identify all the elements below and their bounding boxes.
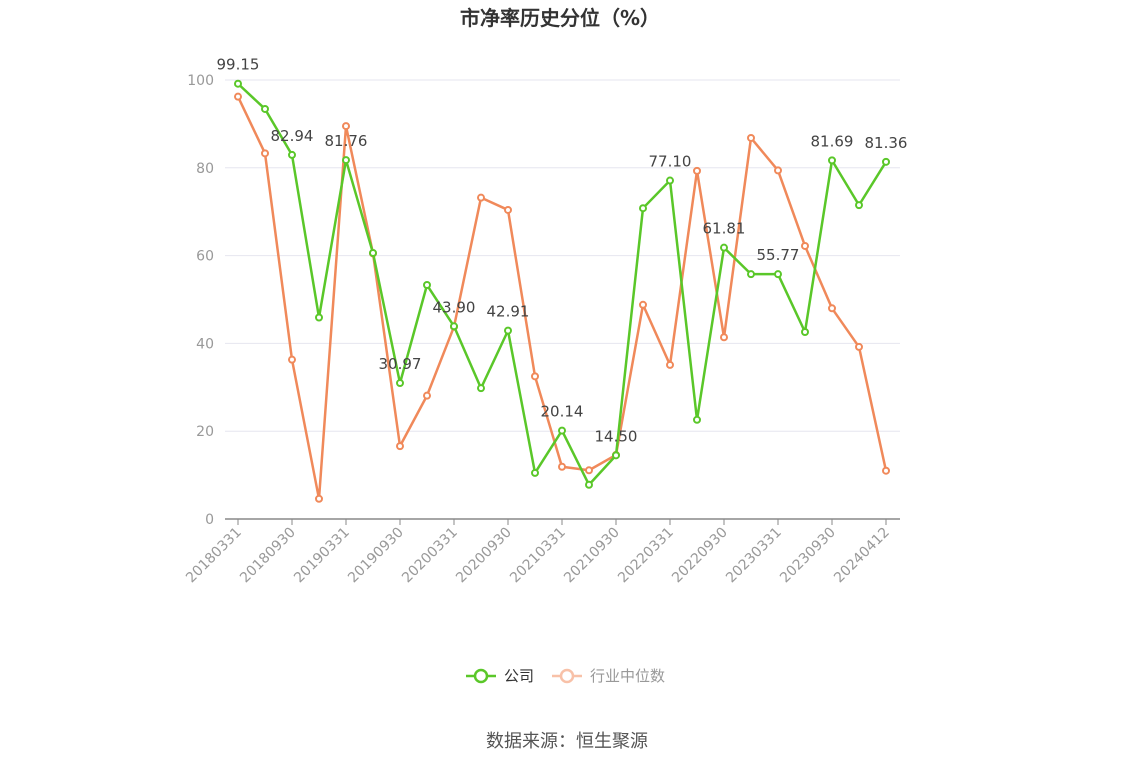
data-point [315, 313, 323, 322]
data-point [720, 243, 728, 252]
data-label: 43.90 [433, 298, 476, 316]
data-point [504, 205, 512, 214]
data-point [261, 104, 269, 113]
data-label: 14.50 [595, 427, 638, 445]
data-point [477, 384, 485, 393]
data-label: 77.10 [649, 153, 692, 171]
x-tick-label: 20220331 [615, 525, 677, 587]
data-point [504, 326, 512, 335]
data-point [450, 322, 458, 331]
data-point [234, 79, 242, 88]
data-labels: 99.15 82.94 81.76 30.97 43.90 42.91 20.14 14.50… [217, 56, 908, 446]
y-tick-label: 20 [196, 424, 214, 440]
data-point [477, 193, 485, 202]
data-point [882, 157, 890, 166]
data-point [288, 355, 296, 364]
axes: 0 20 40 60 80 100 2018033120180930201903312019… [183, 73, 900, 586]
data-point [693, 166, 701, 175]
data-point [288, 150, 296, 159]
data-point [693, 415, 701, 424]
x-tick-label: 20210331 [507, 525, 569, 587]
data-label: 20.14 [541, 403, 584, 421]
data-point [585, 480, 593, 489]
x-tick-label: 20190331 [291, 525, 353, 587]
legend-item-0[interactable]: 公司 [466, 667, 534, 685]
y-tick-label: 40 [196, 336, 214, 352]
data-point [531, 468, 539, 477]
data-point [747, 133, 755, 142]
x-tick-label: 20210930 [561, 525, 623, 587]
data-label: 55.77 [757, 246, 800, 264]
data-point [828, 156, 836, 165]
x-tick-label: 20180930 [237, 525, 299, 587]
x-tick-label: 20200930 [453, 525, 515, 587]
x-tick-label: 20240412 [831, 525, 893, 587]
data-label: 81.76 [325, 132, 368, 150]
data-point [558, 462, 566, 471]
data-point [531, 372, 539, 381]
x-tick-label: 20200331 [399, 525, 461, 587]
series-lines [234, 79, 890, 503]
legend-marker-icon [559, 668, 575, 684]
data-point [855, 342, 863, 351]
y-tick-label: 60 [196, 249, 214, 265]
data-point [801, 241, 809, 250]
data-point [396, 442, 404, 451]
data-label: 81.36 [865, 134, 908, 152]
x-tick-label: 20230930 [777, 525, 839, 587]
data-point [612, 451, 620, 460]
data-label: 81.69 [811, 132, 854, 150]
data-point [639, 204, 647, 213]
data-point [234, 92, 242, 101]
data-point [666, 360, 674, 369]
data-point [666, 176, 674, 185]
legend-label: 行业中位数 [590, 667, 665, 685]
data-point [774, 270, 782, 279]
data-point [315, 494, 323, 503]
data-label: 99.15 [217, 56, 260, 74]
data-point [342, 156, 350, 165]
x-tick-label: 20230331 [723, 525, 785, 587]
y-tick-label: 100 [187, 73, 214, 89]
data-point [747, 270, 755, 279]
data-label: 61.81 [703, 220, 746, 238]
data-point [585, 466, 593, 475]
x-tick-label: 20190930 [345, 525, 407, 587]
data-point [396, 379, 404, 388]
y-tick-label: 80 [196, 161, 214, 177]
data-point [828, 304, 836, 313]
chart-title: 市净率历史分位（%） [460, 6, 660, 30]
source-note: 数据来源：恒生聚源 [486, 731, 648, 752]
data-label: 42.91 [487, 303, 530, 321]
legend-label: 公司 [504, 667, 534, 685]
data-point [369, 248, 377, 257]
legend[interactable]: 公司 行业中位数 [466, 667, 665, 685]
data-point [639, 300, 647, 309]
legend-item-1[interactable]: 行业中位数 [552, 667, 665, 685]
data-label: 30.97 [379, 355, 422, 373]
data-point [720, 333, 728, 342]
data-point [855, 201, 863, 210]
data-point [558, 426, 566, 435]
data-point [423, 281, 431, 290]
data-point [882, 466, 890, 475]
data-point [342, 122, 350, 131]
data-point [261, 149, 269, 158]
x-tick-label: 20180331 [183, 525, 245, 587]
data-point [774, 166, 782, 175]
data-point [801, 327, 809, 336]
x-tick-label: 20220930 [669, 525, 731, 587]
y-tick-label: 0 [205, 512, 214, 528]
data-point [423, 391, 431, 400]
data-label: 82.94 [271, 127, 314, 145]
legend-marker-icon [473, 668, 489, 684]
